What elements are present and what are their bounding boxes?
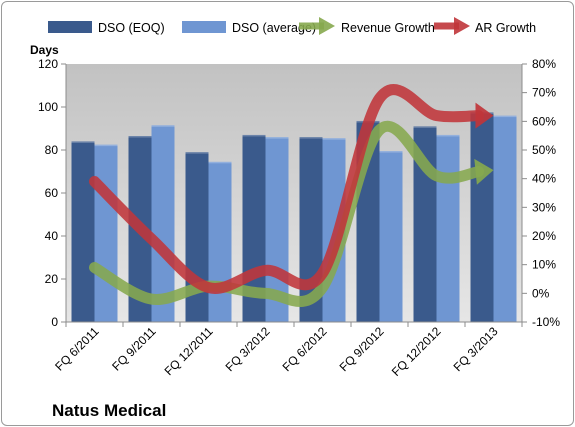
y2-tick-label-6: 50%	[532, 143, 556, 157]
y-tick-label-3: 60	[45, 186, 59, 200]
legend-label-revenue-growth: Revenue Growth	[341, 21, 435, 35]
bar-highlight-dso-average-1	[151, 125, 175, 127]
bar-highlight-dso-eoq-2	[185, 152, 209, 154]
y-tick-label-4: 80	[45, 143, 59, 157]
bar-highlight-dso-eoq-4	[299, 137, 323, 139]
bar-highlight-dso-average-7	[493, 115, 517, 118]
x-tick-label-5: FQ 9/2012	[337, 324, 387, 374]
bar-highlight-dso-eoq-3	[242, 134, 266, 137]
bar-dso-average-0	[94, 144, 118, 322]
x-tick-label-7: FQ 3/2013	[451, 324, 501, 374]
x-tick-label-3: FQ 3/2012	[223, 324, 273, 374]
arrowhead-revenue-growth	[474, 158, 494, 185]
x-tick-label-0: FQ 6/2011	[52, 324, 102, 374]
x-tick-label-4: FQ 6/2012	[280, 324, 330, 374]
bar-dso-average-7	[493, 115, 517, 322]
bar-dso-eoq-7	[470, 112, 494, 322]
legend-label-dso-average: DSO (average)	[232, 21, 316, 35]
line-ar-growth	[89, 84, 484, 294]
y-tick-label-0: 0	[51, 315, 58, 329]
bar-dso-eoq-0	[71, 141, 95, 322]
bar-highlight-dso-average-4	[322, 138, 346, 140]
bar-highlight-dso-average-0	[94, 144, 118, 147]
legend-swatch-dso-average	[182, 21, 226, 33]
y2-tick-label-3: 20%	[532, 229, 556, 243]
bar-dso-average-6	[436, 134, 460, 322]
y-tick-label-1: 20	[45, 272, 59, 286]
line-revenue-growth	[89, 121, 485, 307]
bar-dso-average-1	[151, 125, 175, 323]
legend-label-ar-growth: AR Growth	[475, 21, 536, 35]
y-tick-label-6: 120	[38, 57, 58, 71]
y2-tick-label-7: 60%	[532, 114, 556, 128]
chart-title: Natus Medical	[52, 401, 166, 420]
bar-dso-average-5	[379, 151, 403, 322]
y2-tick-label-4: 30%	[532, 200, 556, 214]
x-tick-label-6: FQ 12/2012	[389, 324, 444, 379]
bar-highlight-dso-eoq-1	[128, 136, 152, 138]
legend-arrow-revenue-growth	[299, 17, 335, 35]
bar-highlight-dso-average-6	[436, 134, 460, 137]
legend-label-dso-eoq: DSO (EOQ)	[98, 21, 165, 35]
lines-layer	[89, 84, 494, 307]
y-tick-label-2: 40	[45, 229, 59, 243]
legend-arrow-ar-growth	[434, 17, 470, 35]
y-tick-label-5: 100	[38, 100, 58, 114]
y2-tick-label-5: 40%	[532, 172, 556, 186]
y-axis-title: Days	[30, 43, 59, 57]
x-tick-label-2: FQ 12/2011	[162, 324, 216, 378]
bar-highlight-dso-eoq-0	[71, 141, 95, 143]
y2-tick-label-2: 10%	[532, 258, 556, 272]
bar-highlight-dso-eoq-6	[413, 126, 437, 128]
arrowhead-ar-growth	[475, 102, 494, 129]
bar-highlight-dso-average-2	[208, 161, 232, 164]
y2-tick-label-8: 70%	[532, 86, 556, 100]
legend: DSO (EOQ) DSO (average) Revenue Growth A…	[48, 17, 536, 35]
y2-tick-label-1: 0%	[532, 286, 550, 300]
y2-tick-label-0: -10%	[532, 315, 560, 329]
bar-highlight-dso-average-5	[379, 151, 403, 153]
bar-highlight-dso-average-3	[265, 137, 289, 139]
x-tick-label-1: FQ 9/2011	[109, 324, 159, 374]
bar-dso-average-2	[208, 161, 232, 322]
y2-tick-label-9: 80%	[532, 57, 556, 71]
legend-swatch-dso-eoq	[48, 21, 92, 33]
